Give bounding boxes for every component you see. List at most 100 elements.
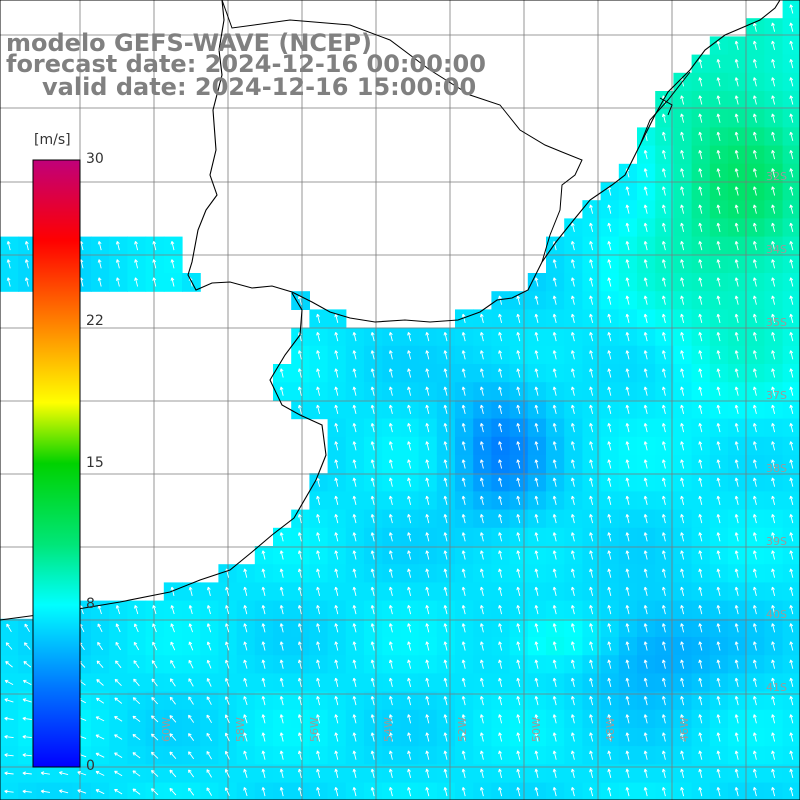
wind-arrow <box>570 714 575 724</box>
wind-arrow <box>625 586 630 597</box>
wind-cell <box>782 582 800 602</box>
wind-arrow <box>552 422 557 433</box>
wind-arrow <box>115 259 120 269</box>
wind-arrow <box>352 586 357 597</box>
wind-arrow <box>661 604 666 615</box>
wind-arrow <box>716 786 721 797</box>
wind-arrow <box>661 750 666 760</box>
wind-arrow <box>752 677 757 688</box>
wind-arrow <box>169 696 176 705</box>
wind-arrow <box>534 277 539 287</box>
wind-arrow <box>643 259 648 269</box>
wind-arrow <box>170 586 175 597</box>
wind-arrow <box>40 771 50 776</box>
title-forecast-date: forecast date: 2024-12-16 00:00:00 <box>6 50 486 78</box>
wind-arrow <box>407 623 412 633</box>
wind-arrow <box>279 768 284 779</box>
wind-arrow <box>498 459 503 469</box>
wind-arrow <box>716 259 721 269</box>
wind-arrow <box>370 623 375 633</box>
wind-arrow <box>716 714 721 724</box>
wind-arrow <box>425 623 430 633</box>
wind-arrow <box>625 313 630 324</box>
wind-arrow <box>752 495 757 506</box>
wind-arrow <box>698 186 703 196</box>
wind-arrow <box>752 477 757 487</box>
wind-arrow <box>698 532 703 542</box>
wind-arrow <box>698 331 703 342</box>
wind-arrow <box>771 386 776 396</box>
wind-arrow <box>352 659 357 669</box>
wind-arrow <box>316 659 321 669</box>
wind-arrow <box>498 677 503 688</box>
wind-arrow <box>407 550 412 560</box>
wind-cell <box>782 182 800 201</box>
wind-arrow <box>661 113 666 123</box>
wind-arrow <box>133 641 140 651</box>
wind-arrow <box>370 350 375 360</box>
wind-arrow <box>498 623 503 633</box>
wind-arrow <box>661 295 666 305</box>
wind-arrow <box>789 22 794 32</box>
wind-arrow <box>589 732 594 742</box>
wind-arrow <box>789 695 794 706</box>
wind-arrow <box>461 604 466 615</box>
wind-arrow <box>752 404 757 415</box>
wind-arrow <box>461 368 466 378</box>
wind-arrow <box>316 513 321 524</box>
wind-arrow <box>789 568 794 578</box>
wind-arrow <box>698 495 703 506</box>
wind-arrow <box>261 695 266 706</box>
wind-arrow <box>479 732 484 742</box>
wind-arrow <box>607 641 612 651</box>
wind-arrow <box>661 495 666 506</box>
wind-arrow <box>716 659 721 669</box>
wind-arrow <box>716 513 721 524</box>
wind-arrow <box>589 313 594 324</box>
wind-arrow <box>698 786 703 797</box>
wind-arrow <box>771 186 776 196</box>
wind-arrow <box>334 677 339 688</box>
wind-arrow <box>680 550 685 560</box>
wind-arrow <box>316 732 321 742</box>
wind-arrow <box>771 732 776 742</box>
wind-arrow <box>461 331 466 342</box>
wind-arrow <box>224 787 230 796</box>
wind-cell <box>782 273 800 292</box>
wind-arrow <box>516 386 521 396</box>
wind-arrow <box>170 641 176 651</box>
wind-arrow <box>370 750 375 760</box>
wind-arrow <box>132 697 141 705</box>
wind-arrow <box>607 277 612 287</box>
wind-arrow <box>479 586 484 597</box>
wind-arrow <box>771 477 776 487</box>
wind-arrow <box>661 641 666 651</box>
wind-arrow <box>498 422 503 433</box>
wind-arrow <box>352 623 357 633</box>
wind-arrow <box>225 641 230 651</box>
wind-arrow <box>716 422 721 433</box>
wind-arrow <box>498 568 503 578</box>
wind-arrow <box>334 550 339 560</box>
wind-arrow <box>461 495 466 506</box>
wind-arrow <box>734 368 739 378</box>
wind-arrow <box>352 404 357 415</box>
wind-arrow <box>680 659 685 669</box>
wind-arrow <box>716 604 721 615</box>
wind-arrow <box>97 277 102 287</box>
wind-arrow <box>534 604 539 615</box>
wind-arrow <box>114 678 122 687</box>
wind-arrow <box>95 734 105 740</box>
wind-arrow <box>534 750 539 760</box>
wind-arrow <box>297 550 302 560</box>
wind-arrow <box>607 732 612 742</box>
wind-arrow <box>552 641 557 651</box>
wind-arrow <box>297 368 302 378</box>
wind-arrow <box>425 714 430 724</box>
wind-arrow <box>789 350 794 360</box>
wind-arrow <box>771 623 776 633</box>
wind-arrow <box>771 677 776 688</box>
wind-arrow <box>625 677 630 688</box>
wind-arrow <box>23 661 32 668</box>
wind-arrow <box>534 677 539 688</box>
